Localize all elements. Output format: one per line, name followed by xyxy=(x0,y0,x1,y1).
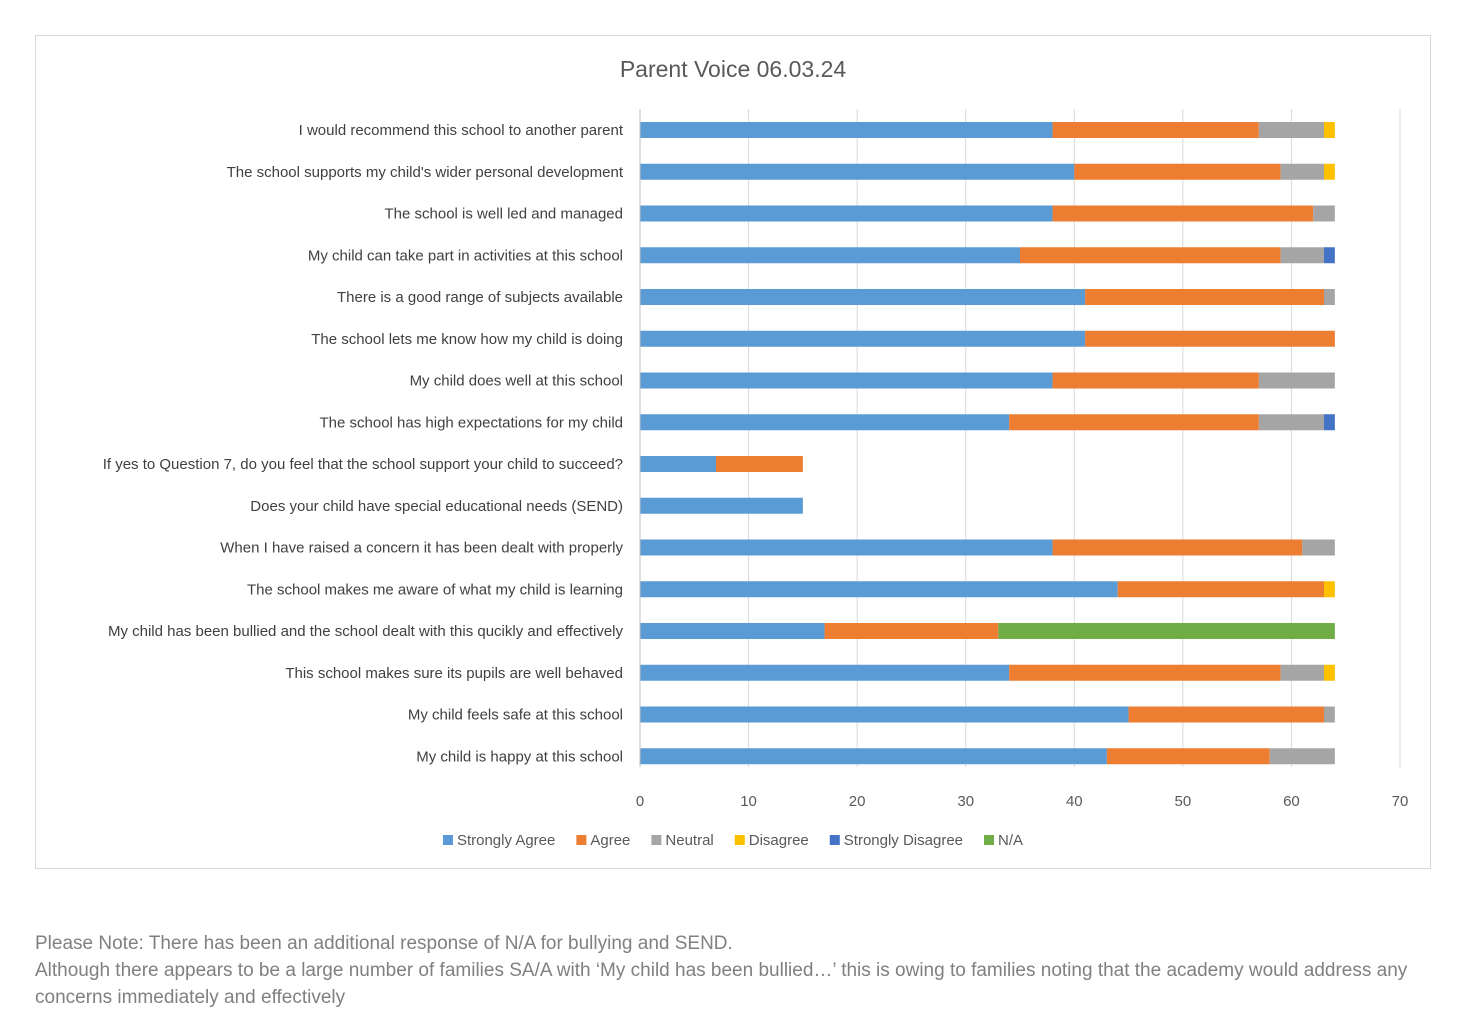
stacked-bar-chart: 0 10 20 30 40 50 60 70 I would recommend this s… xyxy=(103,56,1409,849)
bar-segment-strongly-disagree xyxy=(1324,247,1335,264)
bar-segment-agree xyxy=(1052,205,1314,222)
x-tick-label: 30 xyxy=(957,793,974,810)
x-tick-label: 20 xyxy=(849,793,866,810)
category-label: There is a good range of subjects availa… xyxy=(337,289,623,306)
bar-segment-strongly-agree xyxy=(640,623,825,639)
bar-segment-strongly-agree xyxy=(640,330,1086,347)
x-tick-label: 50 xyxy=(1175,793,1192,810)
legend-label: Strongly Disagree xyxy=(844,832,963,849)
bar-segment-strongly-agree xyxy=(640,539,1053,556)
bar-segment-agree xyxy=(824,623,999,639)
bar-segment-agree xyxy=(1009,414,1259,431)
legend-label: Neutral xyxy=(665,832,713,849)
legend-label: Agree xyxy=(590,832,630,849)
legend-swatch xyxy=(829,835,840,845)
bar-segment-strongly-agree xyxy=(640,247,1020,264)
bar-segment-neutral xyxy=(1324,706,1335,723)
category-label: The school lets me know how my child is … xyxy=(311,331,623,348)
bar-segment-neutral xyxy=(1280,247,1324,264)
legend-label: N/A xyxy=(998,832,1023,849)
bar-segment-agree xyxy=(1085,289,1324,305)
bar-segment-strongly-agree xyxy=(640,414,1010,431)
bar-segment-agree xyxy=(1052,372,1259,389)
bar-segment-neutral xyxy=(1269,748,1335,765)
bar-segment-agree xyxy=(1052,539,1303,556)
bar-segment-strongly-disagree xyxy=(1324,414,1335,431)
bar-segment-strongly-agree xyxy=(640,122,1053,138)
category-label: My child feels safe at this school xyxy=(408,707,623,724)
bar-segment-neutral xyxy=(1258,122,1324,138)
bar-segment-agree xyxy=(1009,664,1281,681)
category-label: The school makes me aware of what my chi… xyxy=(247,581,623,598)
category-label: The school supports my child's wider per… xyxy=(227,164,624,181)
x-tick-label: 60 xyxy=(1283,793,1300,810)
bar-segment-agree xyxy=(716,456,803,472)
bar-segment-neutral xyxy=(1258,372,1335,389)
bar-segment-agree xyxy=(1020,247,1281,264)
category-label: This school makes sure its pupils are we… xyxy=(285,665,623,682)
bar-segment-disagree xyxy=(1324,581,1335,598)
category-label: When I have raised a concern it has been… xyxy=(220,540,623,557)
chart-frame: 0 10 20 30 40 50 60 70 I would recommend this s… xyxy=(35,35,1431,869)
bar-segment-neutral xyxy=(1280,163,1324,180)
bar-segment-agree xyxy=(1106,748,1270,765)
bar-segment-disagree xyxy=(1324,664,1335,681)
bar-segment-agree xyxy=(1085,330,1335,347)
legend-swatch xyxy=(984,835,995,845)
category-label: If yes to Question 7, do you feel that t… xyxy=(103,456,623,473)
bar-segment-agree xyxy=(1128,706,1324,723)
legend-swatch xyxy=(576,835,587,845)
bar-segment-agree xyxy=(1074,163,1281,180)
category-label: I would recommend this school to another… xyxy=(299,122,624,139)
bar-segment-strongly-agree xyxy=(640,581,1118,598)
bars xyxy=(640,122,1335,765)
bar-segment-strongly-agree xyxy=(640,748,1107,765)
bar-segment-strongly-agree xyxy=(640,456,716,472)
axes: 0 10 20 30 40 50 60 70 xyxy=(636,109,1409,810)
category-label: My child does well at this school xyxy=(410,373,623,390)
footnote: Please Note: There has been an additiona… xyxy=(35,930,1435,1011)
x-tick-label: 0 xyxy=(636,793,644,810)
bar-segment-neutral xyxy=(1313,205,1335,222)
category-labels: I would recommend this school to another… xyxy=(103,122,624,765)
footnote-line-2: Although there appears to be a large num… xyxy=(35,960,1408,1008)
bar-segment-disagree xyxy=(1324,163,1335,180)
bar-segment-n-a xyxy=(998,623,1335,639)
bar-segment-disagree xyxy=(1324,122,1335,138)
legend-swatch xyxy=(442,835,453,845)
legend: Strongly Agree Agree Neutral Disagree Strong… xyxy=(442,832,1023,849)
category-label: Does your child have special educational… xyxy=(250,498,623,515)
footnote-line-1: Please Note: There has been an additiona… xyxy=(35,933,733,954)
legend-swatch xyxy=(734,835,745,845)
bar-segment-strongly-agree xyxy=(640,664,1010,681)
x-tick-label: 70 xyxy=(1392,793,1409,810)
bar-segment-agree xyxy=(1117,581,1324,598)
bar-segment-strongly-agree xyxy=(640,497,803,514)
x-tick-label: 40 xyxy=(1066,793,1083,810)
category-label: The school has high expectations for my … xyxy=(320,414,624,431)
bar-segment-strongly-agree xyxy=(640,205,1053,222)
bar-segment-strongly-agree xyxy=(640,706,1129,723)
x-tick-label: 10 xyxy=(740,793,757,810)
bar-segment-neutral xyxy=(1258,414,1324,431)
legend-swatch xyxy=(651,835,662,845)
chart-title: Parent Voice 06.03.24 xyxy=(620,56,847,82)
category-label: My child can take part in activities at … xyxy=(308,247,623,264)
category-label: The school is well led and managed xyxy=(385,206,623,223)
bar-segment-strongly-agree xyxy=(640,372,1053,389)
bar-segment-agree xyxy=(1052,122,1259,138)
bar-segment-neutral xyxy=(1302,539,1335,556)
bar-segment-neutral xyxy=(1280,664,1324,681)
bar-segment-neutral xyxy=(1324,289,1335,305)
category-label: My child is happy at this school xyxy=(416,748,623,765)
legend-label: Strongly Agree xyxy=(457,832,555,849)
category-label: My child has been bullied and the school… xyxy=(108,623,624,640)
bar-segment-strongly-agree xyxy=(640,289,1086,305)
legend-label: Disagree xyxy=(749,832,809,849)
bar-segment-strongly-agree xyxy=(640,163,1075,180)
